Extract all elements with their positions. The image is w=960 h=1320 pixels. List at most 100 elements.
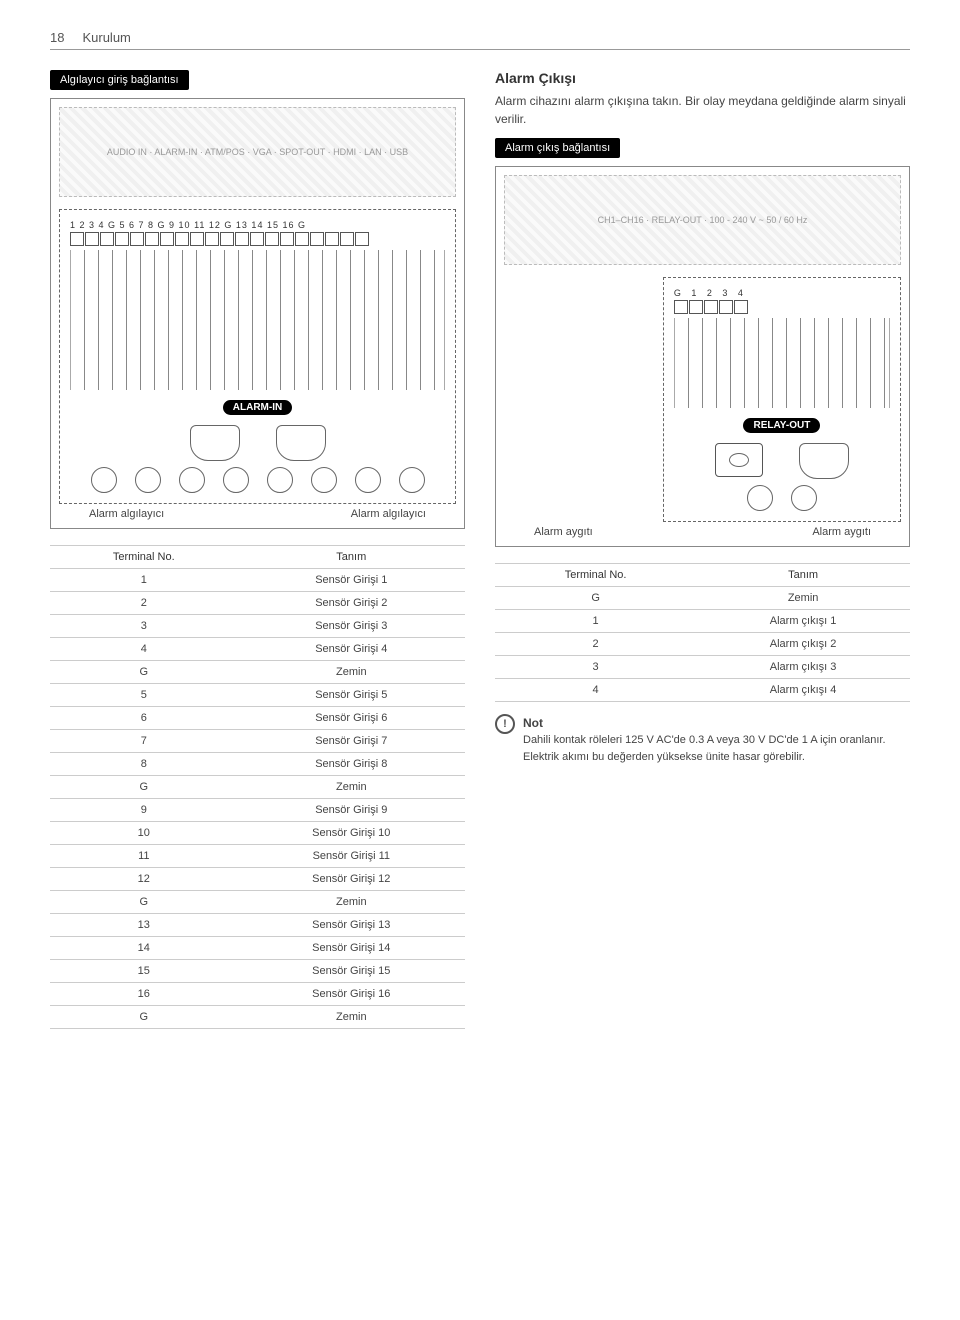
table-row: GZemin <box>50 776 465 799</box>
table-row: 13Sensör Girişi 13 <box>50 914 465 937</box>
terminal-slot <box>115 232 129 246</box>
table-row: 4Sensör Girişi 4 <box>50 638 465 661</box>
table-cell: G <box>50 661 238 684</box>
table-cell: 3 <box>495 656 696 679</box>
wire-bundle-right <box>674 318 890 408</box>
page-number: 18 <box>50 30 64 45</box>
table-cell: Sensör Girişi 1 <box>238 569 465 592</box>
table-cell: Sensör Girişi 8 <box>238 753 465 776</box>
terminal-slot <box>325 232 339 246</box>
detector-icon <box>355 467 381 493</box>
right-column: Alarm Çıkışı Alarm cihazını alarm çıkışı… <box>495 70 910 1029</box>
table-cell: 12 <box>50 868 238 891</box>
sensor-caption-right: Alarm algılayıcı <box>351 508 426 520</box>
table-row: 1Sensör Girişi 1 <box>50 569 465 592</box>
alarm-output-heading: Alarm Çıkışı <box>495 70 910 86</box>
table-cell: 8 <box>50 753 238 776</box>
table-row: 7Sensör Girişi 7 <box>50 730 465 753</box>
terminal-slot <box>704 300 718 314</box>
table-cell: 13 <box>50 914 238 937</box>
table-cell: Zemin <box>238 776 465 799</box>
alarm-in-label: ALARM-IN <box>223 400 292 415</box>
table-cell: 16 <box>50 983 238 1006</box>
detector-icon <box>135 467 161 493</box>
table-row: GZemin <box>50 661 465 684</box>
table-cell: G <box>50 776 238 799</box>
note-text: Dahili kontak röleleri 125 V AC'de 0.3 A… <box>523 732 910 765</box>
device-caption-right: Alarm aygıtı <box>812 526 871 538</box>
terminal-slot <box>355 232 369 246</box>
table-cell: 1 <box>50 569 238 592</box>
table-row: 9Sensör Girişi 9 <box>50 799 465 822</box>
table-row: 3Sensör Girişi 3 <box>50 615 465 638</box>
table-row: GZemin <box>495 587 910 610</box>
table-row: 11Sensör Girişi 11 <box>50 845 465 868</box>
relay-out-label: RELAY-OUT <box>743 418 820 433</box>
table-cell: 4 <box>495 679 696 702</box>
detector-row <box>70 467 445 493</box>
terminal-slot <box>674 300 688 314</box>
terminal-slot <box>160 232 174 246</box>
table-row: 16Sensör Girişi 16 <box>50 983 465 1006</box>
table-cell: 2 <box>495 633 696 656</box>
table-cell: Sensör Girişi 16 <box>238 983 465 1006</box>
table-row: 3Alarm çıkışı 3 <box>495 656 910 679</box>
relay-out-zoom: G 1 2 3 4 RELAY-OUT <box>663 277 901 522</box>
page-header: 18 Kurulum <box>50 30 910 50</box>
table-cell: Sensör Girişi 9 <box>238 799 465 822</box>
alarm-in-zoom: 1 2 3 4 G 5 6 7 8 G 9 10 11 12 G 13 14 1… <box>59 209 456 504</box>
table-row: 12Sensör Girişi 12 <box>50 868 465 891</box>
table-cell: Sensör Girişi 10 <box>238 822 465 845</box>
sensor-caption-left: Alarm algılayıcı <box>89 508 164 520</box>
detector-icon <box>223 467 249 493</box>
page-section-title: Kurulum <box>82 30 130 45</box>
note-label: Not <box>523 714 910 732</box>
terminal-slot <box>85 232 99 246</box>
right-band: Alarm çıkış bağlantısı <box>495 138 620 158</box>
right-rear-panel-diagram: CH1–CH16 · RELAY-OUT · 100 - 240 V ~ 50 … <box>495 166 910 547</box>
device-caption-left: Alarm aygıtı <box>534 526 593 538</box>
table-header: Terminal No. <box>495 564 696 587</box>
detector-icon <box>791 485 817 511</box>
table-cell: 15 <box>50 960 238 983</box>
relay-out-terminal-table: Terminal No.TanımGZemin1Alarm çıkışı 12A… <box>495 563 910 702</box>
table-cell: Alarm çıkışı 2 <box>696 633 910 656</box>
table-cell: Zemin <box>238 661 465 684</box>
terminal-slot <box>190 232 204 246</box>
table-cell: Sensör Girişi 14 <box>238 937 465 960</box>
rear-panel-placeholder-right: CH1–CH16 · RELAY-OUT · 100 - 240 V ~ 50 … <box>504 175 901 265</box>
table-cell: 7 <box>50 730 238 753</box>
table-cell: Zemin <box>696 587 910 610</box>
table-cell: Sensör Girişi 3 <box>238 615 465 638</box>
table-cell: 11 <box>50 845 238 868</box>
table-cell: 9 <box>50 799 238 822</box>
device-caption-row: Alarm aygıtı Alarm aygıtı <box>504 526 901 538</box>
table-row: GZemin <box>50 891 465 914</box>
table-cell: Sensör Girişi 15 <box>238 960 465 983</box>
table-row: 4Alarm çıkışı 4 <box>495 679 910 702</box>
terminal-slot <box>689 300 703 314</box>
terminal-slot <box>310 232 324 246</box>
detector-icon <box>267 467 293 493</box>
table-cell: 4 <box>50 638 238 661</box>
table-header: Tanım <box>696 564 910 587</box>
table-cell: Sensör Girişi 5 <box>238 684 465 707</box>
terminal-slot <box>205 232 219 246</box>
terminal-slot <box>340 232 354 246</box>
left-rear-panel-diagram: AUDIO IN · ALARM-IN · ATM/POS · VGA · SP… <box>50 98 465 529</box>
table-row: 1Alarm çıkışı 1 <box>495 610 910 633</box>
detector-icon <box>311 467 337 493</box>
table-cell: Sensör Girişi 12 <box>238 868 465 891</box>
terminal-slot <box>100 232 114 246</box>
table-cell: Zemin <box>238 891 465 914</box>
rear-panel-placeholder: AUDIO IN · ALARM-IN · ATM/POS · VGA · SP… <box>59 107 456 197</box>
terminal-slot <box>175 232 189 246</box>
warning-icon: ! <box>495 714 515 734</box>
table-row: 2Alarm çıkışı 2 <box>495 633 910 656</box>
table-cell: 5 <box>50 684 238 707</box>
terminal-slot <box>719 300 733 314</box>
table-cell: Alarm çıkışı 1 <box>696 610 910 633</box>
table-cell: G <box>495 587 696 610</box>
pir-sensor-icon <box>190 425 240 461</box>
detector-icon <box>399 467 425 493</box>
